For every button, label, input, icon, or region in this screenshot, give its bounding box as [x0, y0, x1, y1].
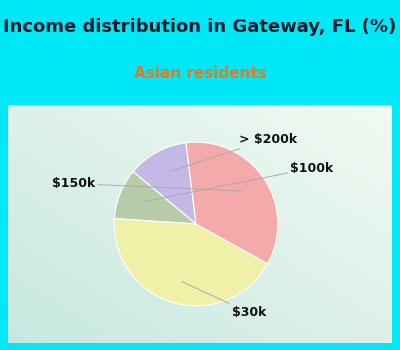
Text: $30k: $30k — [182, 282, 266, 319]
Text: Income distribution in Gateway, FL (%): Income distribution in Gateway, FL (%) — [3, 18, 397, 36]
Wedge shape — [133, 143, 196, 224]
Wedge shape — [114, 172, 196, 224]
Text: > $200k: > $200k — [170, 133, 298, 172]
Text: Asian residents: Asian residents — [134, 66, 266, 81]
Wedge shape — [114, 219, 268, 306]
Text: $150k: $150k — [52, 177, 242, 191]
Text: $100k: $100k — [144, 162, 334, 202]
Wedge shape — [186, 142, 278, 264]
